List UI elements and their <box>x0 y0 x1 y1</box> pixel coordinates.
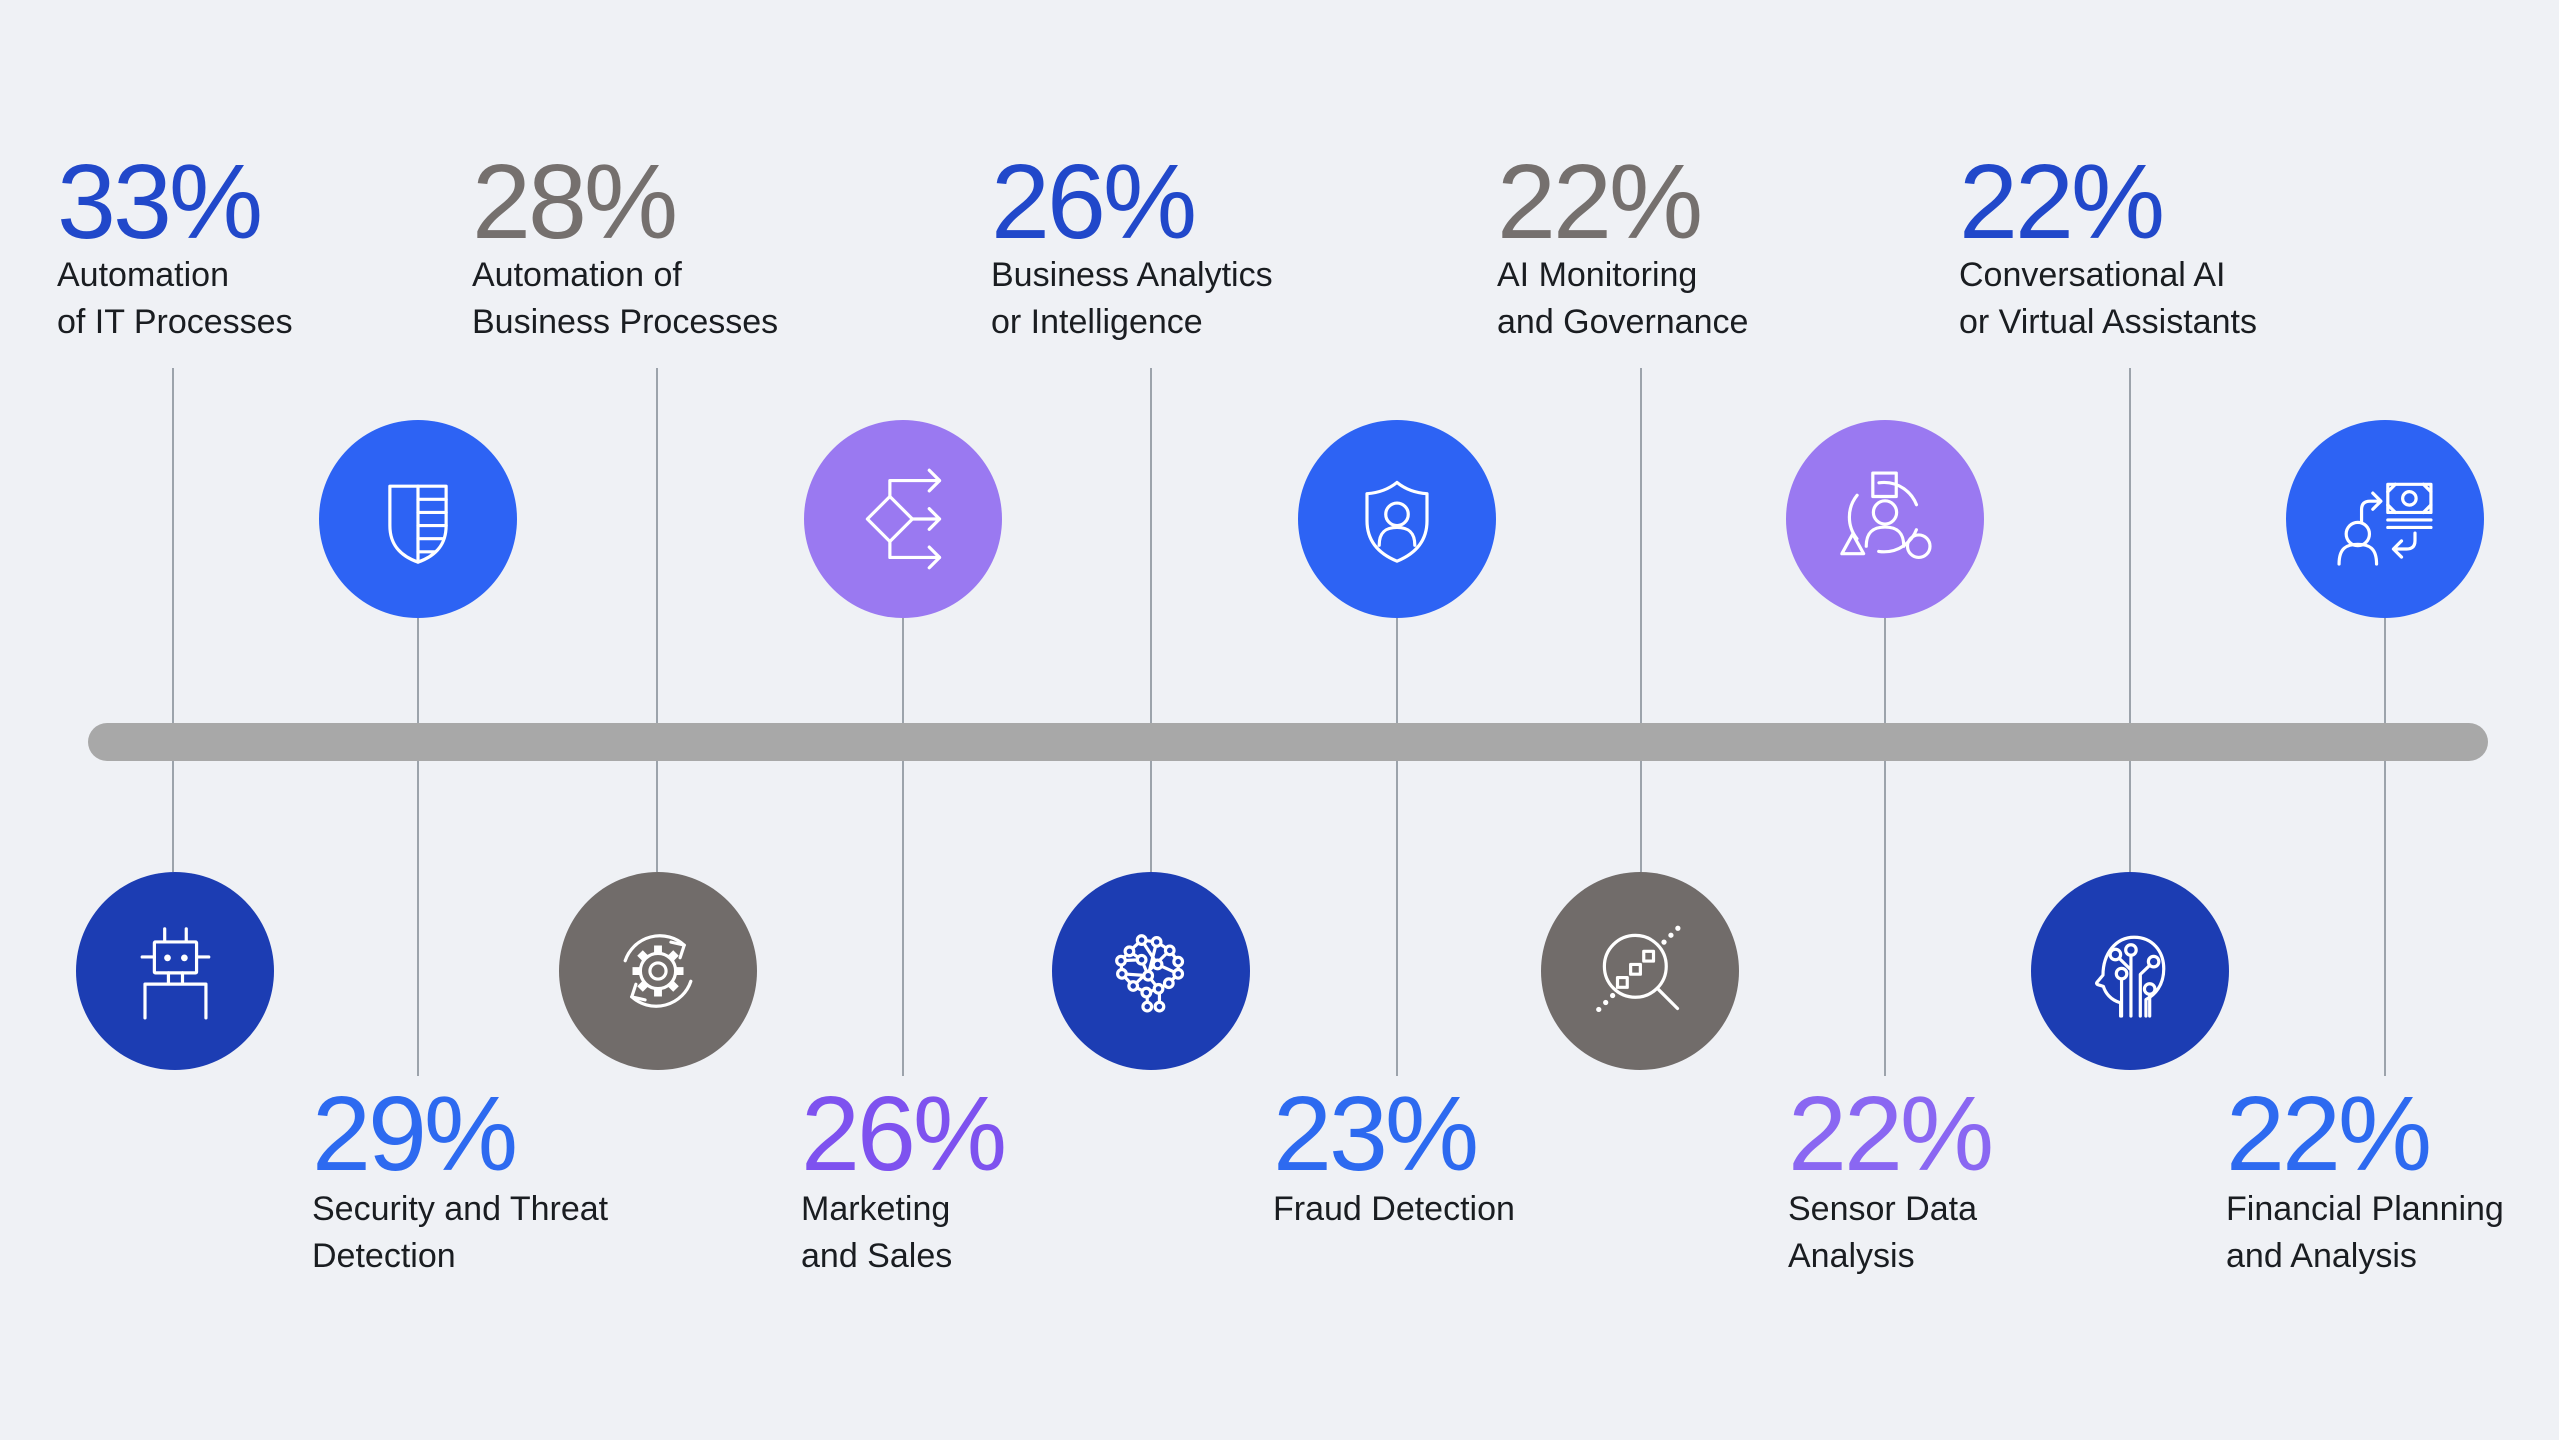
stat-percent: 22% <box>1788 1075 1994 1193</box>
stat-percent: 26% <box>801 1075 1007 1193</box>
stat-icon-bubble <box>1786 420 1984 618</box>
stat-icon-bubble <box>2031 872 2229 1070</box>
decision-arrows-icon <box>865 468 942 570</box>
stat-label: Sensor Data Analysis <box>1788 1190 1977 1275</box>
person-shapes-icon <box>1840 471 1932 560</box>
stat-label: Automation of Business Processes <box>472 256 779 341</box>
head-circuit-icon <box>2095 935 2166 1018</box>
stat-label: Business Analytics or Intelligence <box>991 256 1273 341</box>
stat-percent: 28% <box>472 143 678 261</box>
stat-percent: 22% <box>1959 143 2165 261</box>
stat-icon-bubble <box>804 420 1002 618</box>
stat-percent: 26% <box>991 143 1197 261</box>
stat-percent: 22% <box>1497 143 1703 261</box>
stat-icon-bubble <box>319 420 517 618</box>
connector-line <box>902 618 904 1076</box>
brain-network-icon <box>1115 934 1185 1013</box>
magnifier-data-icon <box>1596 925 1681 1013</box>
stat-icon-bubble <box>1052 872 1250 1070</box>
timeline-bar <box>88 723 2488 761</box>
stat-label: Security and Threat Detection <box>312 1190 609 1275</box>
stat-icon-bubble <box>1298 420 1496 618</box>
stat-label: Financial Planning and Analysis <box>2226 1190 2504 1275</box>
stat-label: Conversational AI or Virtual Assistants <box>1959 256 2257 341</box>
connector-line <box>1884 618 1886 1076</box>
connector-line <box>172 368 174 872</box>
connector-line <box>2384 618 2386 1076</box>
stat-percent: 29% <box>312 1075 518 1193</box>
money-transfer-icon <box>2337 482 2433 566</box>
stat-percent: 23% <box>1273 1075 1479 1193</box>
robot-icon <box>140 927 211 1020</box>
stat-icon-bubble <box>1541 872 1739 1070</box>
stat-icon-bubble <box>559 872 757 1070</box>
stat-percent: 22% <box>2226 1075 2432 1193</box>
stat-label: Automation of IT Processes <box>57 256 293 341</box>
stat-label: AI Monitoring and Governance <box>1497 256 1749 341</box>
stat-percent: 33% <box>57 143 263 261</box>
stat-icon-bubble <box>2286 420 2484 618</box>
connector-line <box>1150 368 1152 872</box>
connector-line <box>1396 618 1398 1076</box>
stat-icon-bubble <box>76 872 274 1070</box>
striped-shield-icon <box>388 484 448 564</box>
connector-line <box>656 368 658 872</box>
stat-label: Fraud Detection <box>1273 1190 1515 1228</box>
connector-line <box>417 618 419 1076</box>
stat-label: Marketing and Sales <box>801 1190 953 1275</box>
shield-person-icon <box>1365 480 1429 563</box>
connector-line <box>1640 368 1642 872</box>
refresh-gear-icon <box>623 934 693 1008</box>
connector-line <box>2129 368 2131 872</box>
